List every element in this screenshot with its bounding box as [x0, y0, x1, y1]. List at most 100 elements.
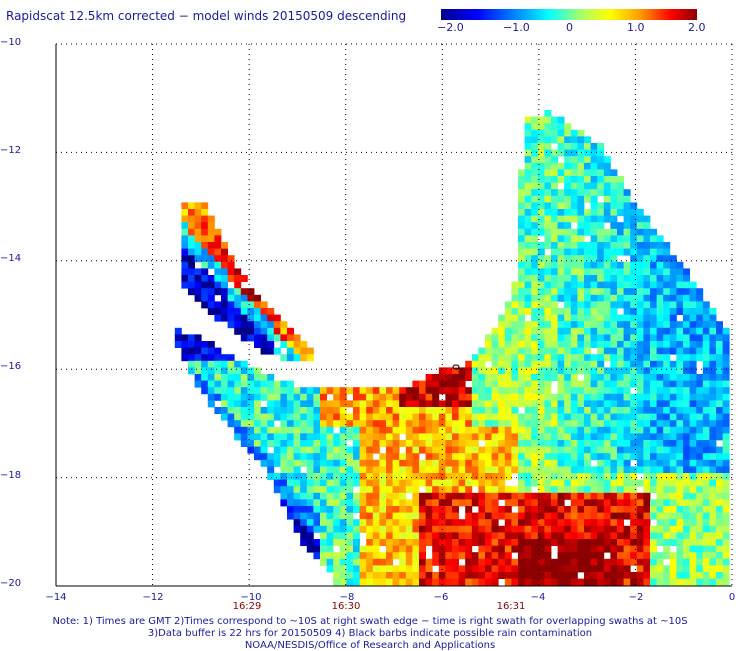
wind-cell [603, 288, 611, 296]
wind-cell [320, 453, 327, 461]
wind-cell [597, 374, 605, 381]
wind-cell [577, 202, 585, 210]
wind-cell [577, 334, 585, 342]
wind-cell [287, 327, 294, 335]
wind-cell [617, 248, 624, 256]
wind-cell [597, 176, 605, 183]
wind-cell [623, 400, 631, 408]
wind-cell [181, 281, 189, 289]
wind-cell [471, 420, 479, 428]
wind-cell [498, 446, 506, 454]
wind-cell [689, 578, 697, 586]
wind-cell [676, 294, 684, 302]
wind-cell [623, 420, 631, 428]
wind-cell [551, 129, 558, 137]
wind-cell [544, 380, 552, 388]
wind-cell [419, 380, 426, 388]
wind-cell [485, 466, 492, 474]
wind-cell [518, 288, 525, 296]
wind-cell [544, 202, 552, 210]
wind-cell [537, 321, 545, 329]
wind-cell [194, 209, 202, 216]
wind-cell [630, 347, 638, 355]
wind-cell [636, 334, 644, 342]
wind-cell [597, 202, 605, 210]
wind-cell [623, 281, 631, 289]
wind-cell [518, 222, 525, 230]
wind-cell [359, 552, 367, 560]
wind-cell [570, 261, 578, 269]
wind-cell [293, 466, 301, 474]
wind-cell [346, 506, 354, 513]
wind-cell [346, 486, 354, 494]
wind-cell [584, 156, 591, 164]
wind-cell [636, 235, 644, 243]
wind-cell [597, 228, 605, 236]
wind-cell [663, 578, 671, 586]
lat-lon-grid [55, 43, 733, 587]
wind-cell [194, 222, 202, 230]
wind-cell [689, 347, 697, 355]
wind-cell [452, 374, 459, 381]
wind-cell [603, 393, 611, 401]
wind-cell [656, 420, 664, 428]
wind-cell [485, 453, 492, 461]
wind-cell [221, 380, 228, 388]
wind-cell [570, 268, 578, 276]
wind-cell [630, 380, 638, 388]
wind-cell [683, 572, 690, 579]
wind-cell [544, 110, 552, 117]
wind-cell [643, 400, 651, 408]
wind-cell [491, 374, 499, 381]
wind-cell [353, 400, 360, 408]
wind-cell [716, 446, 723, 454]
wind-cell [240, 413, 248, 421]
wind-cell [300, 479, 308, 487]
wind-cell [353, 459, 360, 467]
wind-cell [689, 506, 697, 513]
wind-cell [293, 354, 301, 362]
wind-cell [610, 367, 618, 375]
wind-cell [471, 433, 479, 441]
wind-cell [584, 572, 591, 579]
wind-cell [240, 321, 248, 329]
wind-cell [372, 473, 380, 480]
wind-cell [551, 169, 558, 177]
wind-cell [650, 288, 657, 296]
wind-cell [531, 387, 539, 395]
wind-cell [465, 506, 473, 513]
wind-cell [485, 334, 492, 342]
wind-cell [597, 248, 605, 256]
wind-cell [551, 539, 558, 546]
wind-cell [465, 486, 473, 494]
wind-cell [702, 400, 710, 408]
wind-cell [570, 578, 578, 586]
wind-cell [366, 545, 374, 553]
wind-cell [544, 294, 552, 302]
wind-cell [551, 116, 558, 124]
wind-cell [537, 492, 545, 500]
wind-cell [636, 433, 644, 441]
wind-cell [465, 473, 473, 480]
wind-cell [306, 446, 314, 454]
wind-cell [669, 426, 677, 434]
wind-cell [438, 446, 446, 454]
wind-cell [570, 393, 578, 401]
wind-cell [399, 426, 407, 434]
wind-cell [287, 420, 294, 428]
wind-cell [669, 308, 677, 315]
wind-cell [346, 453, 354, 461]
wind-cell [557, 479, 565, 487]
wind-cell [471, 374, 479, 381]
wind-cell [544, 558, 552, 566]
wind-cell [557, 387, 565, 395]
wind-cell [603, 321, 611, 329]
wind-cell [412, 552, 420, 560]
wind-cell [518, 195, 525, 203]
wind-cell [267, 334, 275, 342]
wind-cell [603, 387, 611, 395]
wind-cell [465, 532, 473, 540]
wind-cell [676, 552, 684, 560]
wind-cell [181, 341, 189, 348]
wind-cell [465, 545, 473, 553]
